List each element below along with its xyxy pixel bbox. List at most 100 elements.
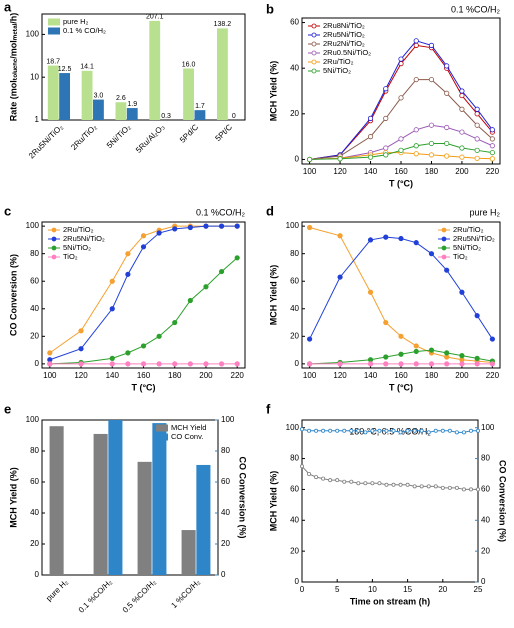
panel-label: b: [266, 1, 274, 16]
x-tick-label: 2Ru5Ni/TiO₂: [27, 123, 65, 161]
y2-tick-label: 40: [221, 508, 230, 517]
panel-label: a: [4, 0, 12, 14]
data-point: [321, 428, 326, 433]
legend-marker: [441, 227, 447, 233]
data-point: [398, 333, 404, 339]
data-point: [398, 351, 404, 357]
data-point: [474, 147, 480, 153]
legend-label: 2Ru0.5Ni/TiO₂: [323, 48, 371, 57]
x-tick-label: 160: [394, 371, 408, 380]
data-point: [342, 479, 347, 484]
data-point: [405, 428, 410, 433]
data-point: [377, 481, 382, 486]
data-point: [335, 478, 340, 483]
data-point: [356, 481, 361, 486]
data-point: [342, 428, 347, 433]
plot-frame: [41, 419, 219, 576]
x-tick-label: 120: [333, 167, 347, 176]
data-point: [187, 361, 193, 367]
y-tick-label: 80: [30, 446, 39, 455]
data-point: [468, 428, 473, 433]
panel-label: f: [266, 401, 271, 416]
x-tick-label: 160: [137, 371, 151, 380]
y-tick-label: 80: [30, 249, 39, 258]
data-point: [337, 274, 343, 280]
data-point: [187, 297, 193, 304]
x-tick-label: 0.1 %CO/H₂: [77, 578, 114, 615]
legend-label: 0.1 % CO/H₂: [63, 26, 106, 35]
data-point: [307, 224, 313, 231]
data-point: [125, 350, 131, 356]
data-point: [459, 353, 465, 359]
chart-title: 0.1 %CO/H₂: [196, 207, 246, 217]
x-axis-label: Time on stream (h): [350, 596, 430, 606]
data-point: [419, 428, 424, 433]
data-point: [363, 430, 368, 435]
y2-tick-label: 0: [481, 577, 486, 586]
x-tick-label: 5Ru/Al₂O₃: [134, 123, 166, 155]
data-point: [474, 355, 480, 361]
bar: [216, 28, 228, 120]
data-point: [474, 111, 480, 117]
data-point: [328, 478, 333, 483]
data-point: [218, 361, 225, 367]
data-point: [172, 361, 178, 367]
value-label: 0.3: [161, 113, 171, 120]
x-tick-label: 140: [106, 371, 120, 380]
data-point: [474, 313, 480, 319]
data-point: [413, 76, 419, 83]
y-tick-label: 0: [295, 577, 300, 586]
data-point: [398, 235, 404, 242]
value-label: 1.7: [195, 103, 205, 110]
y2-tick-label: 100: [221, 415, 235, 424]
y2-tick-label: 60: [221, 477, 230, 486]
x-tick-label: 200: [455, 371, 469, 380]
x-tick-label: 10: [368, 585, 377, 594]
bar: [59, 73, 71, 120]
data-point: [444, 153, 450, 159]
y2-axis-label: CO Conversion (%): [238, 456, 248, 538]
y-tick-label: 20: [290, 546, 299, 555]
value-label: 1.9: [127, 101, 137, 108]
bar: [152, 423, 167, 575]
data-point: [383, 319, 389, 326]
legend-marker: [51, 227, 57, 233]
data-point: [444, 361, 450, 367]
y-tick-label: 20: [290, 109, 299, 118]
legend-label: TiO₂: [453, 252, 468, 261]
y-tick-label: 100: [26, 221, 40, 230]
data-point: [391, 428, 396, 433]
data-point: [474, 155, 480, 161]
data-point: [428, 140, 435, 147]
data-point: [203, 223, 209, 229]
bar: [126, 108, 138, 120]
y-tick-label: 60: [290, 18, 299, 27]
y-tick-label: 80: [290, 454, 299, 463]
data-point: [384, 482, 389, 487]
x-tick-label: 25: [474, 585, 483, 594]
value-label: 2.6: [116, 95, 126, 102]
data-point: [234, 223, 240, 229]
legend-marker: [311, 41, 317, 47]
y-axis-label: Rate (molₜₒₗᵤₑₙₑ/molₘₑₜₐₗ/h): [8, 13, 18, 122]
y2-tick-label: 60: [481, 485, 490, 494]
legend-swatch: [156, 433, 168, 441]
x-tick-label: 120: [74, 371, 88, 380]
data-point: [367, 289, 374, 295]
data-point: [413, 343, 419, 349]
x-tick-label: 220: [486, 371, 500, 380]
y-tick-label: 20: [30, 331, 39, 340]
x-tick-label: 180: [425, 371, 439, 380]
data-point: [413, 127, 419, 133]
data-point: [440, 428, 445, 433]
data-point: [367, 237, 374, 243]
x-tick-label: 140: [364, 167, 378, 176]
y-tick-label: 40: [290, 304, 299, 313]
data-point: [367, 154, 374, 160]
data-point: [468, 487, 473, 492]
data-point: [383, 234, 389, 240]
x-tick-label: 0: [300, 585, 305, 594]
legend-swatch: [48, 18, 60, 26]
data-point: [433, 428, 438, 433]
legend-label: 2Ru5Ni/TiO₂: [323, 30, 365, 39]
